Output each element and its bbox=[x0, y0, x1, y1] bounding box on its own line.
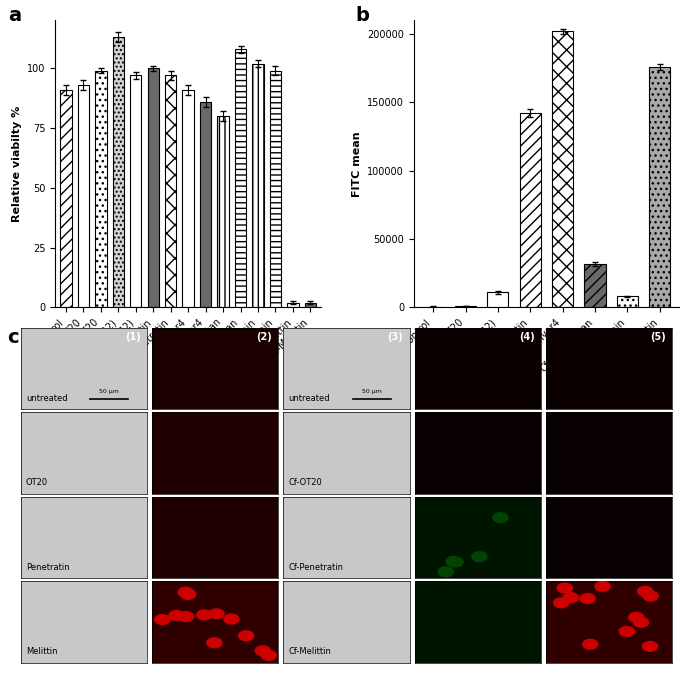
Circle shape bbox=[209, 609, 224, 619]
Circle shape bbox=[633, 617, 649, 627]
Y-axis label: FITC mean: FITC mean bbox=[351, 131, 362, 197]
Bar bbox=[200, 102, 211, 307]
Bar bbox=[95, 71, 107, 307]
Text: Cf-OT20: Cf-OT20 bbox=[288, 478, 322, 487]
Text: b: b bbox=[356, 6, 369, 25]
Text: 50 µm: 50 µm bbox=[99, 389, 119, 395]
Bar bbox=[584, 264, 606, 307]
Text: (4): (4) bbox=[519, 332, 534, 342]
Text: (1): (1) bbox=[125, 332, 141, 342]
Text: Cf-Penetratin: Cf-Penetratin bbox=[288, 563, 344, 572]
Bar bbox=[617, 296, 638, 307]
Circle shape bbox=[643, 591, 658, 601]
Circle shape bbox=[595, 581, 610, 591]
Text: untreated: untreated bbox=[288, 393, 330, 402]
Bar bbox=[287, 303, 299, 307]
Circle shape bbox=[642, 641, 658, 651]
Circle shape bbox=[197, 610, 212, 619]
Bar bbox=[148, 68, 159, 307]
Text: Penetratin: Penetratin bbox=[26, 563, 69, 572]
Bar bbox=[552, 31, 573, 307]
Text: Cf-Melittin: Cf-Melittin bbox=[288, 647, 331, 656]
Circle shape bbox=[181, 589, 195, 599]
Bar bbox=[252, 64, 263, 307]
Bar bbox=[649, 67, 670, 307]
Bar bbox=[130, 75, 141, 307]
Circle shape bbox=[448, 557, 463, 567]
Circle shape bbox=[155, 615, 170, 624]
Bar bbox=[182, 89, 194, 307]
Circle shape bbox=[563, 593, 579, 602]
Circle shape bbox=[554, 598, 569, 608]
Text: a: a bbox=[8, 6, 21, 25]
Bar bbox=[113, 38, 124, 307]
Bar bbox=[218, 116, 229, 307]
Circle shape bbox=[238, 631, 254, 641]
Circle shape bbox=[580, 594, 595, 604]
Y-axis label: Relative viabilty %: Relative viabilty % bbox=[12, 106, 21, 222]
Bar bbox=[165, 75, 176, 307]
Circle shape bbox=[207, 638, 222, 647]
Text: (3): (3) bbox=[387, 332, 403, 342]
Circle shape bbox=[557, 583, 572, 593]
Circle shape bbox=[179, 612, 193, 622]
Text: c: c bbox=[7, 328, 19, 347]
Circle shape bbox=[620, 626, 634, 637]
Bar bbox=[60, 89, 71, 307]
Bar bbox=[305, 303, 316, 307]
Text: untreated: untreated bbox=[26, 393, 67, 402]
Text: Melittin: Melittin bbox=[26, 647, 58, 656]
Circle shape bbox=[255, 646, 270, 656]
Bar bbox=[78, 85, 89, 307]
Circle shape bbox=[583, 639, 598, 649]
Bar bbox=[520, 113, 541, 307]
Circle shape bbox=[261, 650, 277, 660]
Bar bbox=[455, 306, 476, 307]
Bar bbox=[270, 71, 281, 307]
Bar bbox=[235, 49, 246, 307]
Bar bbox=[487, 292, 509, 307]
Circle shape bbox=[178, 587, 193, 597]
Circle shape bbox=[493, 513, 508, 522]
Circle shape bbox=[169, 611, 184, 620]
Text: (5): (5) bbox=[650, 332, 666, 342]
Text: OT20: OT20 bbox=[26, 478, 48, 487]
Circle shape bbox=[638, 587, 653, 596]
Circle shape bbox=[472, 552, 487, 561]
Circle shape bbox=[438, 567, 453, 576]
Circle shape bbox=[224, 614, 239, 624]
Circle shape bbox=[446, 557, 461, 566]
Text: 50 µm: 50 µm bbox=[362, 389, 382, 395]
Text: (2): (2) bbox=[256, 332, 272, 342]
Circle shape bbox=[629, 613, 644, 622]
